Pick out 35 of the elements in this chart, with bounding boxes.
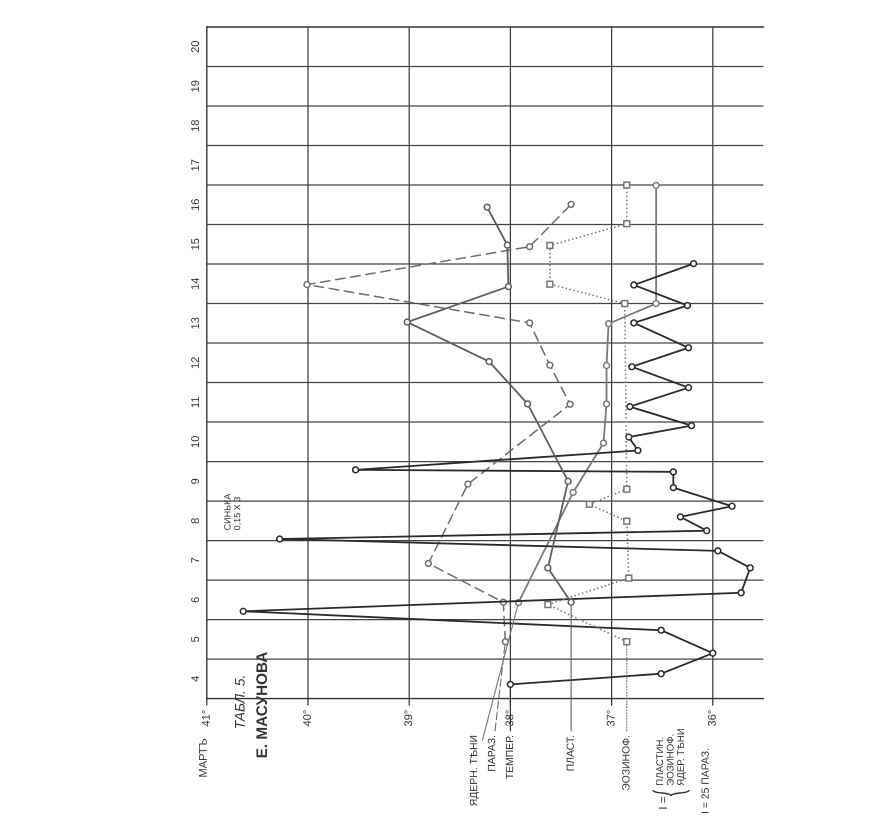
y-tick-label: 19 bbox=[191, 80, 200, 92]
text: ПАРАЗ. bbox=[488, 736, 496, 771]
text: ЭОЗИНОФ. bbox=[622, 736, 630, 790]
x-tick-label: 39° bbox=[404, 710, 412, 726]
y-tick-label: 17 bbox=[191, 160, 199, 171]
text: ТАБЛ. 5. bbox=[235, 676, 245, 728]
text: ЯДЕРН. ТѢНИ bbox=[470, 736, 480, 806]
y-tick-label: 9 bbox=[191, 478, 200, 484]
text: I = bbox=[658, 796, 668, 809]
y-tick-label: 7 bbox=[191, 558, 199, 563]
text: ПЛАСТ. bbox=[566, 736, 574, 770]
y-tick-label: 13 bbox=[191, 318, 200, 329]
y-tick-label: 4 bbox=[191, 676, 199, 682]
y-tick-label: 16 bbox=[191, 199, 200, 210]
y-tick-label: 15 bbox=[191, 238, 200, 250]
y-tick-label: 18 bbox=[191, 120, 200, 132]
x-tick-label: 37° bbox=[606, 710, 615, 726]
text: ПЛАСТИН. ЭОЗИНОФ. ЯДЕР. ТѢНИ bbox=[656, 728, 686, 786]
y-tick-label: 5 bbox=[191, 636, 200, 642]
y-tick-label: 8 bbox=[191, 518, 200, 524]
y-tick-label: 10 bbox=[191, 436, 200, 448]
y-tick-label: 14 bbox=[191, 278, 199, 290]
y-tick-label: 12 bbox=[191, 357, 199, 368]
annotation: СИНЬКА 0,15 X 3 bbox=[224, 494, 242, 530]
text: ТЕМПЕР. bbox=[506, 736, 514, 780]
y-tick-label: 6 bbox=[191, 597, 200, 602]
x-tick-label: 41° bbox=[202, 710, 210, 726]
text: I = 25 ПАРАЗ. bbox=[701, 748, 709, 814]
text: Е. МАСУНОВА bbox=[256, 652, 268, 758]
x-tick-label: 38° bbox=[506, 710, 514, 726]
y-axis-title: МАРТЪ bbox=[199, 738, 207, 777]
x-tick-label: 36° bbox=[708, 710, 716, 726]
y-tick-label: 20 bbox=[191, 41, 200, 52]
x-tick-label: 40° bbox=[303, 710, 311, 726]
y-tick-label: 11 bbox=[191, 397, 199, 408]
